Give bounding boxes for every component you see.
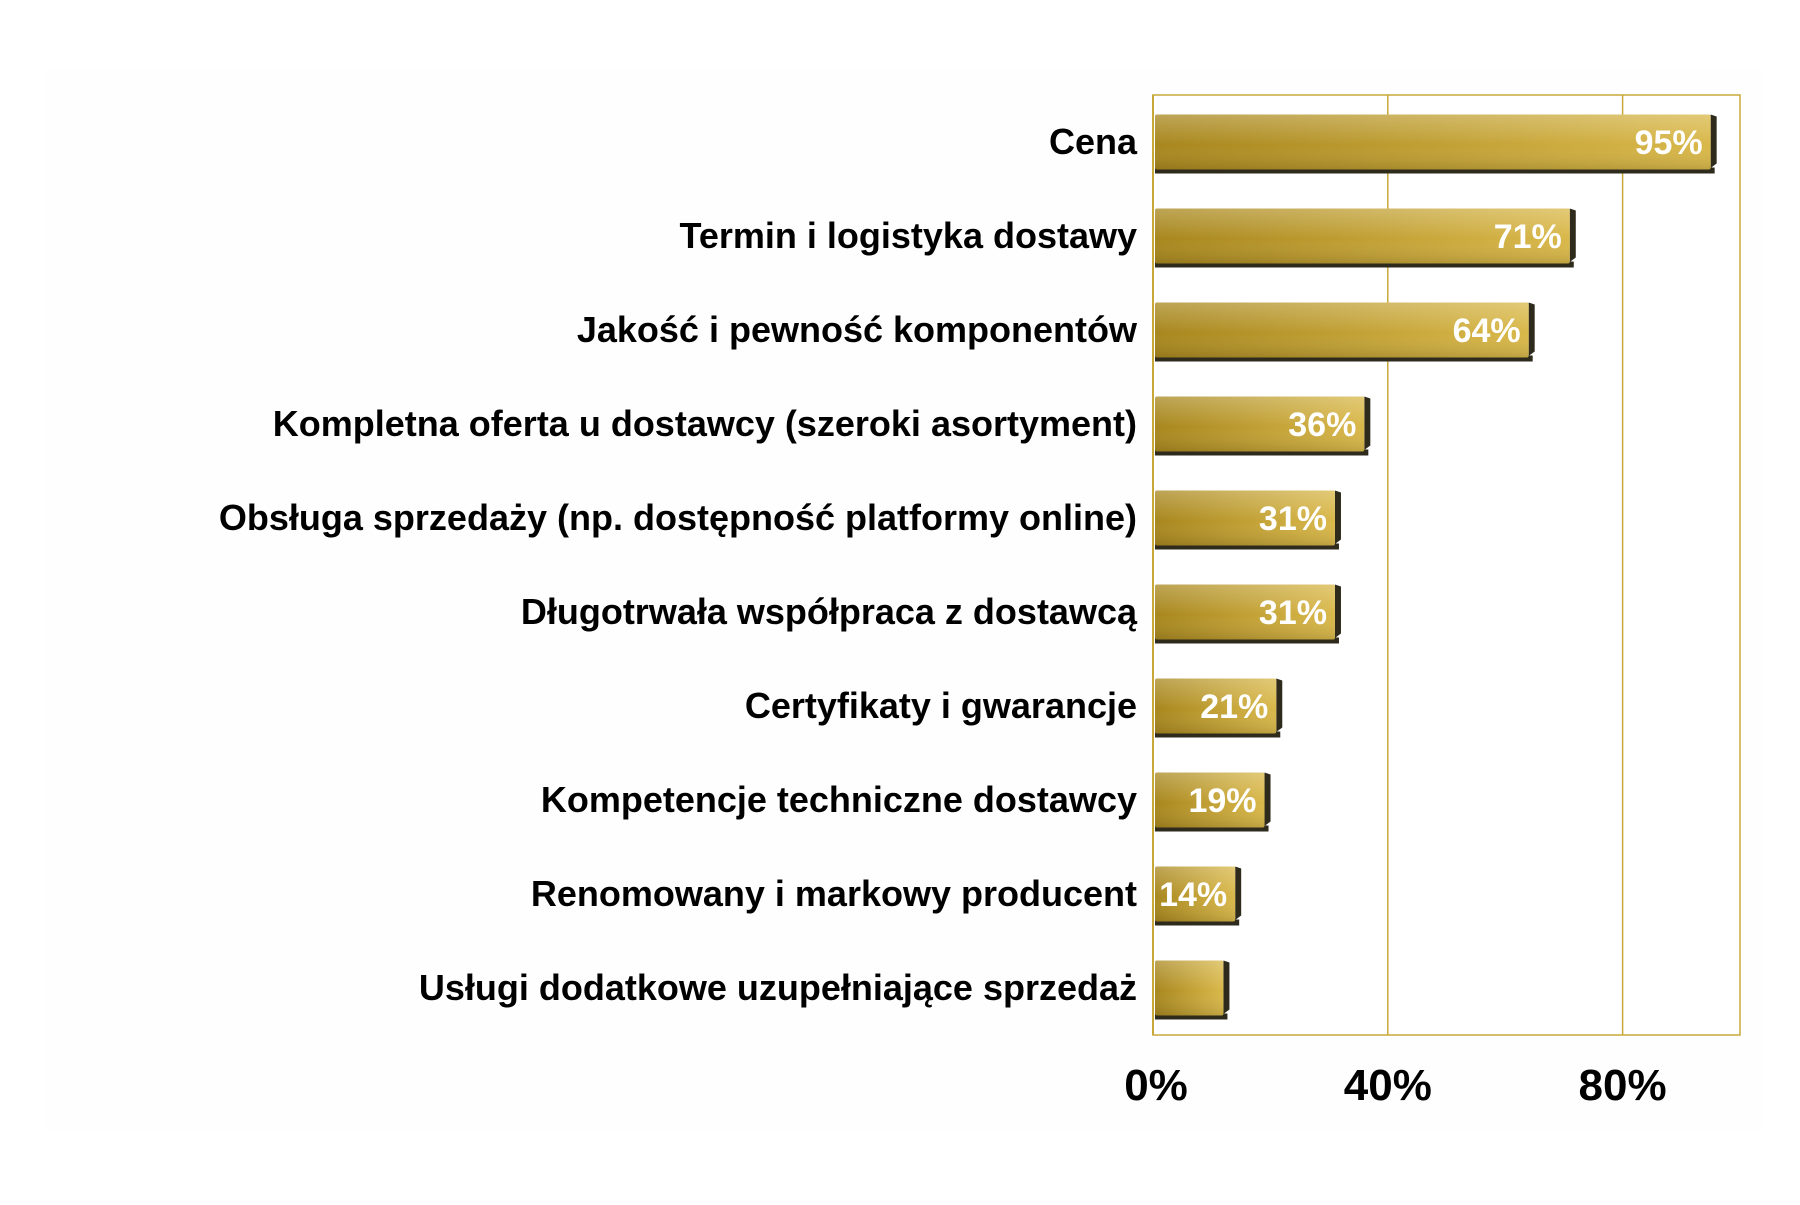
bar: 31% — [1155, 490, 1341, 550]
category-label: Długotrwała współpraca z dostawcą — [521, 591, 1138, 632]
bar-highlight — [1155, 208, 1570, 264]
category-label: Usługi dodatkowe uzupełniające sprzedaż — [419, 967, 1137, 1008]
bars-group: 95% 71% 64% 36% 31% 31% 21% 19% 14% — [1155, 114, 1717, 1020]
bar-highlight — [1155, 772, 1265, 828]
bar-highlight — [1155, 960, 1224, 1016]
category-label: Termin i logistyka dostawy — [680, 215, 1137, 256]
bar: 36% — [1155, 396, 1371, 456]
bar-highlight — [1155, 678, 1277, 734]
bar-bottom-edge — [1155, 261, 1574, 268]
data-label: 14% — [1159, 876, 1227, 914]
bar: 19% — [1155, 772, 1271, 832]
x-tick-label: 40% — [1344, 1061, 1432, 1110]
category-label: Kompletna oferta u dostawcy (szeroki aso… — [273, 403, 1137, 444]
bar: 14% — [1155, 866, 1242, 926]
data-label: 36% — [1288, 406, 1356, 444]
category-labels-group: Cena Termin i logistyka dostawy Jakość i p… — [219, 121, 1138, 1008]
bar-highlight — [1155, 584, 1335, 640]
bar: 31% — [1155, 584, 1341, 644]
bar-bottom-edge — [1155, 355, 1533, 362]
category-label: Jakość i pewność komponentów — [577, 309, 1138, 350]
category-label: Renomowany i markowy producent — [531, 873, 1137, 914]
bar-bottom-edge — [1155, 731, 1281, 738]
bar-highlight — [1155, 114, 1711, 170]
data-label: 64% — [1453, 312, 1521, 350]
bar-bottom-edge — [1155, 449, 1369, 456]
data-label: 19% — [1188, 782, 1256, 820]
category-label: Certyfikaty i gwarancje — [745, 685, 1137, 726]
bar-bottom-edge — [1155, 543, 1339, 550]
bar-highlight — [1155, 302, 1529, 358]
category-label: Obsługa sprzedaży (np. dostępność platfo… — [219, 497, 1137, 538]
data-label: 31% — [1259, 594, 1327, 632]
bar-bottom-edge — [1155, 637, 1339, 644]
data-label: 21% — [1200, 688, 1268, 726]
bar: 95% — [1155, 114, 1717, 174]
bar: 71% — [1155, 208, 1576, 268]
data-label: 31% — [1259, 500, 1327, 538]
bar: 21% — [1155, 678, 1283, 738]
x-tick-labels-group: 0% 40% 80% — [1124, 1061, 1666, 1110]
x-tick-label: 0% — [1124, 1061, 1188, 1110]
bar: 64% — [1155, 302, 1535, 362]
bar-highlight — [1155, 866, 1236, 922]
data-label: 95% — [1635, 124, 1703, 162]
bar-bottom-edge — [1155, 919, 1240, 926]
bar-highlight — [1155, 490, 1335, 546]
category-label: Cena — [1049, 121, 1138, 162]
bar-bottom-edge — [1155, 825, 1269, 832]
bar-bottom-edge — [1155, 1013, 1228, 1020]
category-label: Kompetencje techniczne dostawcy — [541, 779, 1137, 820]
x-tick-label: 80% — [1579, 1061, 1667, 1110]
bar-highlight — [1155, 396, 1365, 452]
bar-bottom-edge — [1155, 167, 1715, 174]
data-label: 71% — [1494, 218, 1562, 256]
bar — [1155, 960, 1230, 1020]
